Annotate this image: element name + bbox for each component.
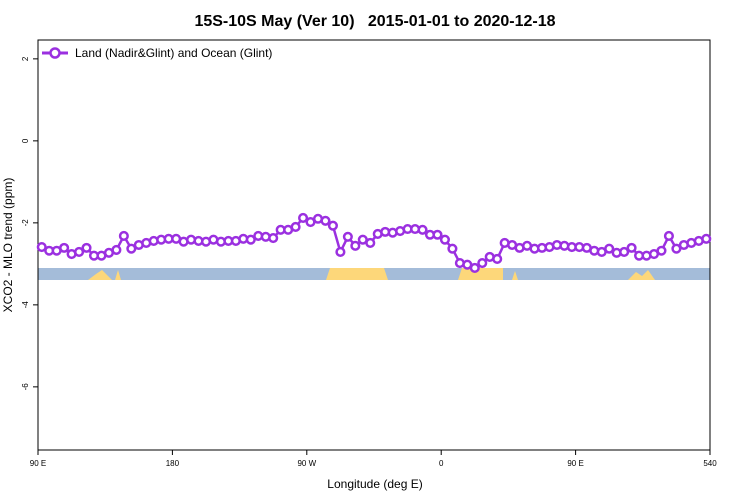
data-point (268, 232, 279, 244)
data-point (663, 230, 674, 242)
data-point (439, 234, 450, 245)
data-point (492, 253, 503, 264)
data-point (701, 233, 712, 244)
data-point (469, 262, 480, 274)
data-point (626, 242, 637, 253)
data-point (335, 246, 346, 258)
data-point (118, 230, 129, 242)
legend-marker (49, 47, 61, 59)
data-point (417, 224, 428, 235)
land-ocean-band (38, 268, 710, 280)
x-tick-label: 90 E (30, 459, 46, 468)
x-tick-label: 90 W (297, 459, 316, 468)
data-point (365, 237, 376, 248)
data-point (656, 245, 667, 256)
x-tick-label: 180 (166, 459, 180, 468)
legend-label: Land (Nadir&Glint) and Ocean (Glint) (75, 46, 272, 60)
data-point (320, 215, 331, 226)
x-tick-label: 0 (439, 459, 444, 468)
y-tick-label: -6 (21, 383, 30, 391)
data-point (604, 243, 615, 254)
y-tick-label: 0 (21, 138, 30, 143)
x-axis-label: Longitude (deg E) (327, 477, 422, 491)
data-point (477, 257, 488, 269)
data-point (342, 231, 353, 242)
data-point (290, 221, 301, 233)
data-point (111, 244, 122, 255)
data-point (447, 243, 458, 254)
data-point (432, 229, 443, 240)
y-tick-label: -4 (21, 301, 30, 309)
data-point (327, 220, 338, 231)
data-point (59, 242, 70, 253)
data-point (671, 243, 682, 254)
data-point (350, 240, 361, 251)
legend: Land (Nadir&Glint) and Ocean (Glint) (42, 46, 272, 60)
data-point (36, 242, 47, 253)
data-point (298, 212, 309, 223)
x-tick-label: 540 (703, 459, 717, 468)
x-tick-label: 90 E (567, 459, 583, 468)
data-point (74, 246, 85, 258)
y-tick-label: 2 (21, 56, 30, 61)
y-axis-label: XCO2 - MLO trend (ppm) (1, 178, 15, 313)
data-point (619, 246, 630, 258)
data-point (126, 243, 137, 254)
data-point (81, 242, 92, 253)
data-point (245, 234, 256, 245)
chart-title: 15S-10S May (Ver 10) 2015-01-01 to 2020-… (194, 13, 555, 30)
y-tick-label: -2 (21, 219, 30, 227)
